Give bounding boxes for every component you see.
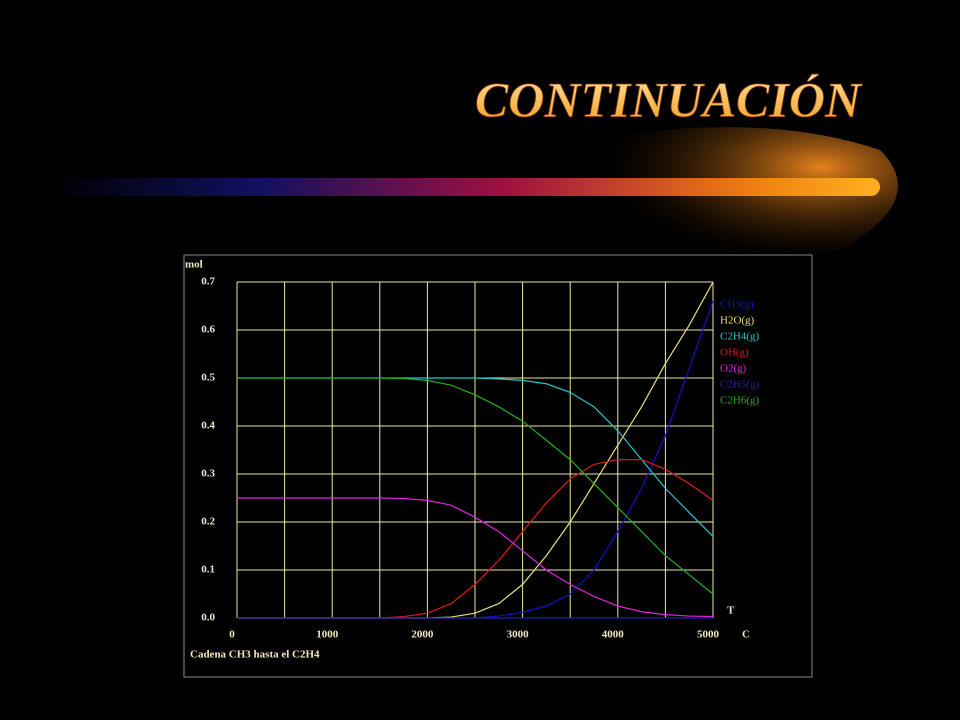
series-line <box>237 377 714 595</box>
slide-title: CONTINUACIÓN <box>475 71 863 127</box>
y-tick-label: 0.4 <box>201 420 215 432</box>
legend-entry: H2O(g) <box>720 315 755 327</box>
legend-entry: C2H4(g) <box>720 331 759 343</box>
legend-entry: CH3(g) <box>720 299 754 311</box>
x-tick-label: 1000 <box>316 629 339 641</box>
decoration <box>50 127 898 260</box>
plot: 0.0 0.1 0.2 0.3 0.4 0.5 0.6 0.7 0 1000 2000 3000 400… <box>201 276 759 641</box>
legend-entry: O2(g) <box>720 363 747 375</box>
y-tick-label: 0.6 <box>201 324 215 336</box>
legend-entry: C2H6(g) <box>720 395 759 407</box>
x-tick-label: 2000 <box>411 629 434 641</box>
x-axis-label: C <box>742 629 750 641</box>
legend-entry: OH(g) <box>720 347 749 359</box>
chart-frame <box>183 254 813 678</box>
y-tick-label: 0.3 <box>201 468 215 480</box>
x-axis-var: T <box>727 605 735 617</box>
legend-entry: C2H5(g) <box>720 379 759 391</box>
x-tick-label: 4000 <box>602 629 625 641</box>
y-tick-label: 0.2 <box>201 516 215 528</box>
caption: Cadena CH3 hasta el C2H4 <box>190 649 320 661</box>
y-tick-label: 0.1 <box>201 564 215 576</box>
series-line <box>237 497 714 618</box>
y-tick-label: 0.7 <box>201 276 215 288</box>
y-tick-label: 0.5 <box>201 372 215 384</box>
x-tick-label: 0 <box>229 629 235 641</box>
x-tick-label: 3000 <box>507 629 530 641</box>
y-tick-label: 0.0 <box>201 612 215 624</box>
y-axis-label: mol <box>185 259 203 271</box>
x-tick-label: 5000 <box>697 629 720 641</box>
